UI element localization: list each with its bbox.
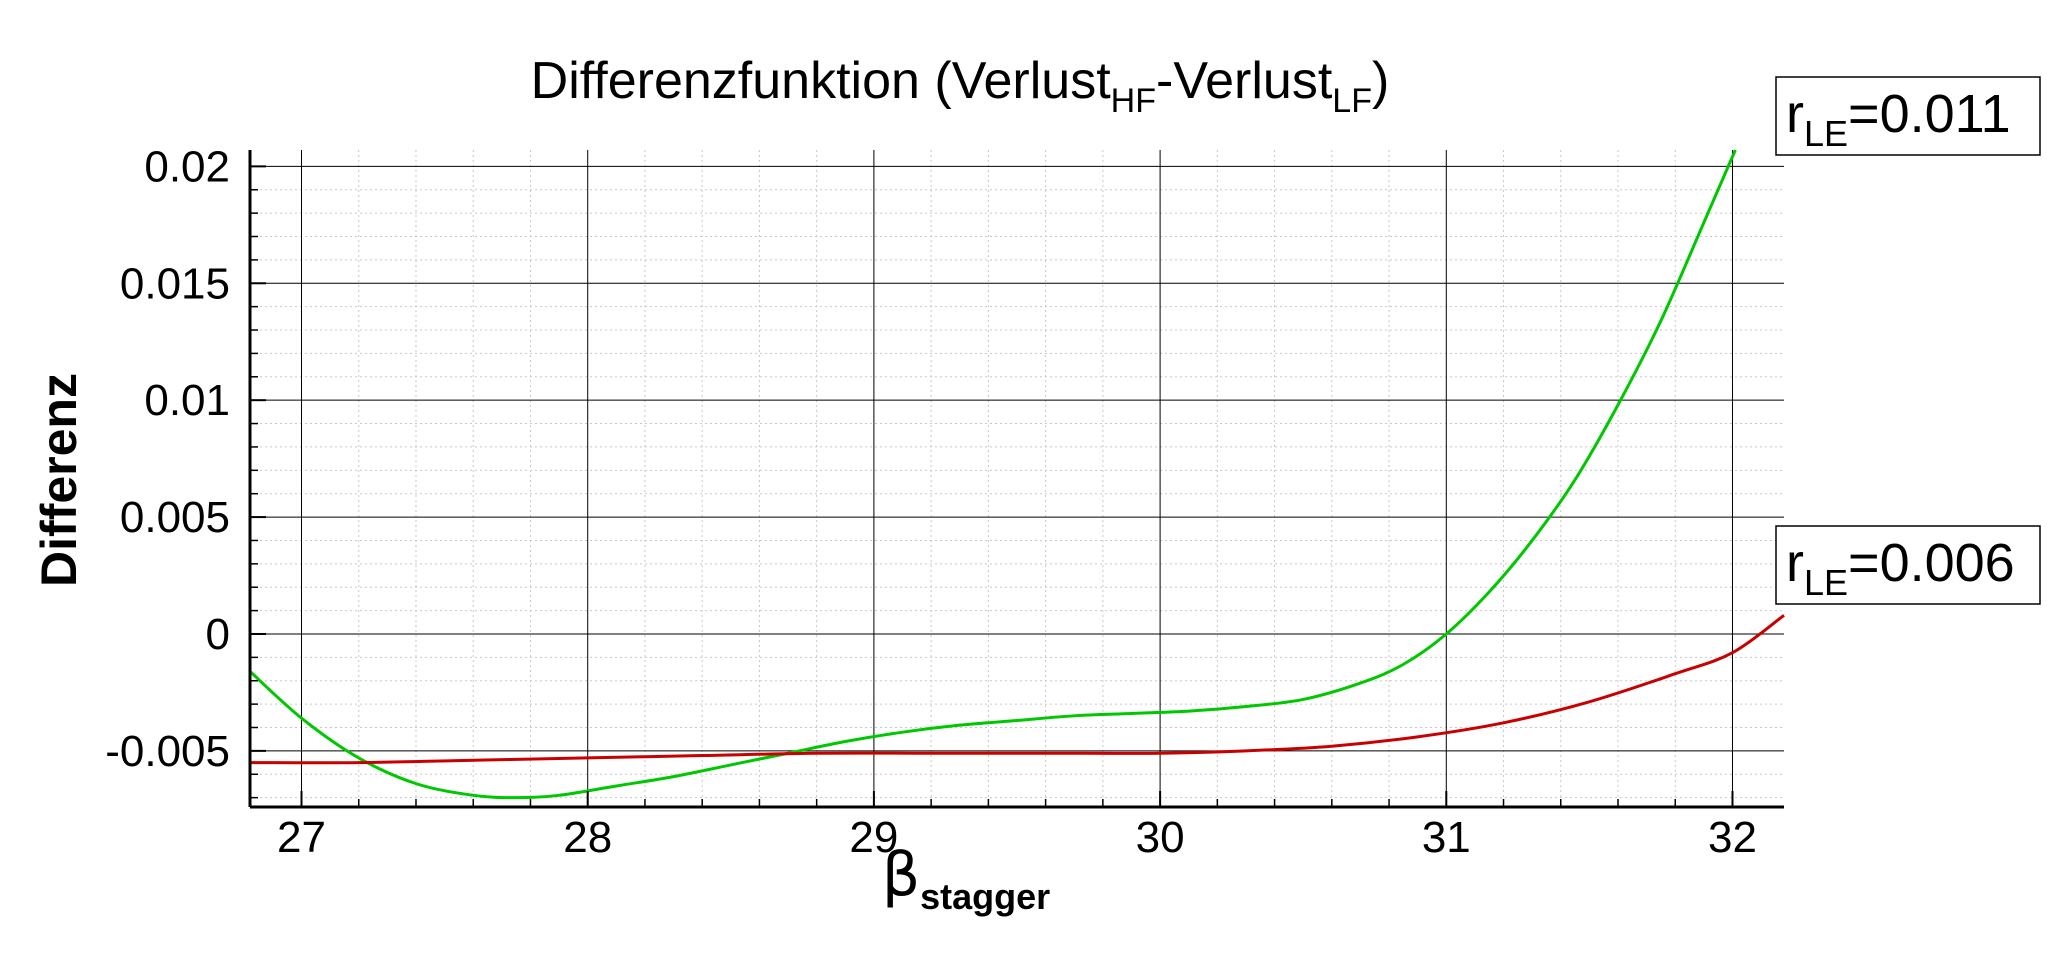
- series-label-green-box: [1775, 76, 2041, 156]
- series-label-red-main: r: [1786, 533, 1804, 593]
- series-label-green-main: r: [1786, 84, 1804, 144]
- y-tick-label: 0.01: [144, 376, 230, 425]
- y-tick-label: 0.005: [120, 493, 230, 542]
- x-tick-label: 27: [277, 813, 326, 862]
- axes: [248, 150, 1784, 809]
- series-label-red-box: [1775, 525, 2041, 605]
- x-tick-label: 28: [563, 813, 612, 862]
- x-tick-label: 32: [1708, 813, 1757, 862]
- y-tick-label: -0.005: [105, 727, 230, 776]
- chart-title-suffix: ): [1372, 52, 1389, 110]
- series-label-green: rLE=0.011: [1775, 76, 2041, 156]
- x-tick-label: 29: [849, 813, 898, 862]
- series-layer: [248, 149, 1785, 800]
- x-axis-label-symbol: β: [882, 840, 920, 910]
- chart-title-prefix: Differenzfunktion (Verlust: [531, 52, 1112, 110]
- series-label-green-value: =0.011: [1848, 84, 2011, 144]
- chart-title-sub2: LF: [1332, 82, 1372, 120]
- series-label-red-value: =0.006: [1848, 533, 2015, 593]
- x-tick-label: 30: [1136, 813, 1185, 862]
- minor-grid: [250, 150, 1784, 807]
- chart-title-middle: -Verlust: [1156, 52, 1333, 110]
- series-label-red: rLE=0.006: [1775, 525, 2041, 605]
- series-label-green-text: rLE=0.011: [1786, 84, 2011, 154]
- y-axis-label: Differenz: [31, 373, 87, 587]
- y-tick-label: 0: [206, 610, 230, 659]
- chart-title: Differenzfunktion (VerlustHF-VerlustLF): [531, 52, 1390, 120]
- y-tick-label: 0.015: [120, 259, 230, 308]
- series-label-green-sub: LE: [1804, 113, 1848, 154]
- series-label-red-text: rLE=0.006: [1786, 533, 2015, 603]
- major-grid: [250, 150, 1784, 807]
- tick-labels: 27 28 29 30 31 32 -0.005 0 0.005 0.01 0.015 0.02: [105, 142, 1757, 862]
- series-line-0: [248, 149, 1737, 800]
- x-axis-label-subscript: stagger: [920, 876, 1050, 917]
- series-label-red-sub: LE: [1804, 562, 1848, 603]
- chart-title-sub1: HF: [1111, 82, 1156, 120]
- x-tick-label: 31: [1422, 813, 1471, 862]
- series-line-1: [249, 614, 1785, 765]
- x-axis-label: βstagger: [882, 840, 1050, 917]
- y-tick-label: 0.02: [144, 142, 230, 191]
